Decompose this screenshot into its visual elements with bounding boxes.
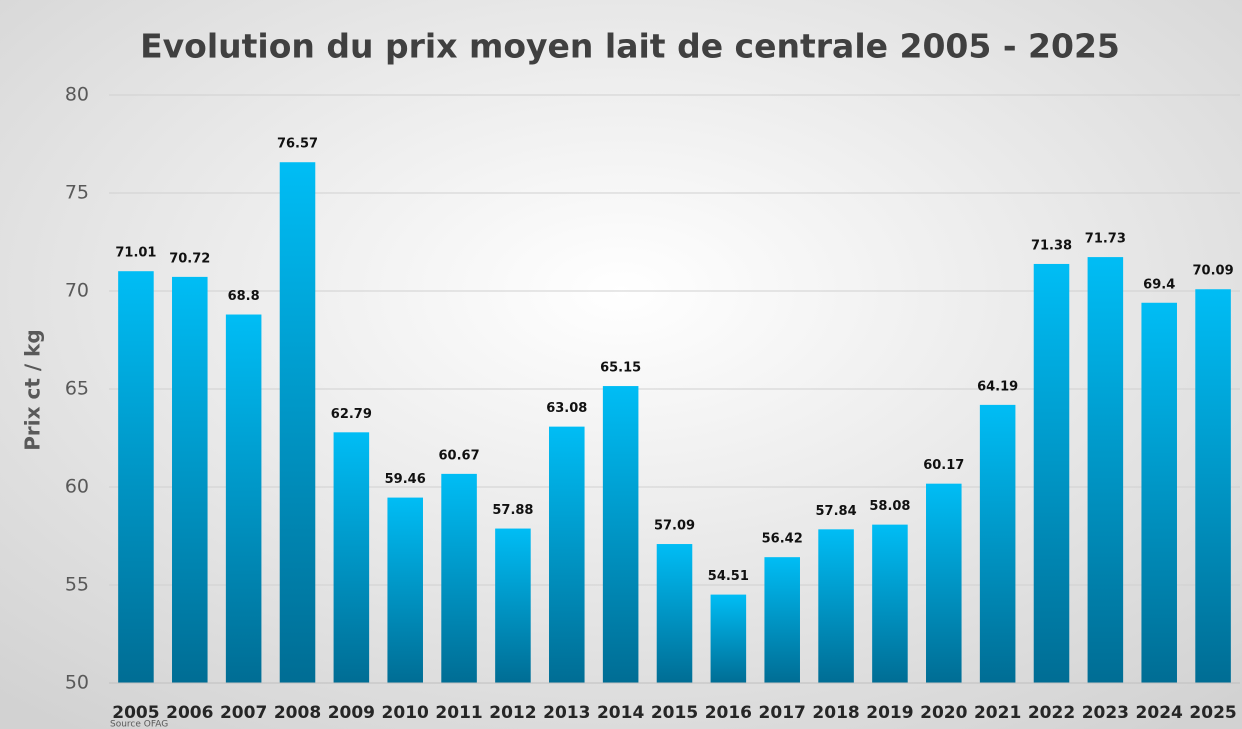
value-label: 65.15 xyxy=(600,361,641,376)
value-label: 57.84 xyxy=(816,504,857,519)
bar xyxy=(225,314,262,683)
bar xyxy=(979,404,1016,683)
value-label: 57.09 xyxy=(654,519,695,534)
value-label: 76.57 xyxy=(277,137,318,152)
value-label: 71.01 xyxy=(115,246,156,261)
x-tick-label: 2024 xyxy=(1136,703,1183,723)
bar xyxy=(1195,289,1231,683)
bar xyxy=(1087,257,1124,683)
value-label: 70.09 xyxy=(1193,264,1234,279)
bar xyxy=(872,524,908,683)
value-label: 59.46 xyxy=(385,472,426,487)
bar xyxy=(656,544,693,683)
x-tick-label: 2021 xyxy=(974,703,1021,723)
bar xyxy=(1033,263,1070,683)
bar xyxy=(279,162,316,683)
chart-title: Evolution du prix moyen lait de centrale… xyxy=(140,27,1120,66)
bar xyxy=(172,276,208,683)
x-tick-label: 2017 xyxy=(759,703,806,723)
bar xyxy=(1141,302,1177,683)
x-tick-label: 2010 xyxy=(382,703,429,723)
bar xyxy=(818,529,854,683)
bar xyxy=(549,426,585,683)
value-label: 71.73 xyxy=(1085,232,1126,247)
y-tick-label: 55 xyxy=(65,574,89,596)
bar xyxy=(118,271,154,683)
bar xyxy=(387,497,423,683)
x-tick-label: 2023 xyxy=(1082,703,1129,723)
value-label: 69.4 xyxy=(1143,277,1175,292)
bar xyxy=(710,594,747,683)
bar xyxy=(495,528,531,683)
bar xyxy=(926,483,962,683)
y-tick-label: 75 xyxy=(65,182,89,204)
value-label: 64.19 xyxy=(977,379,1018,394)
x-tick-label: 2012 xyxy=(489,703,536,723)
x-tick-label: 2016 xyxy=(705,703,752,723)
y-axis-label: Prix ct / kg xyxy=(21,329,45,451)
value-label: 70.72 xyxy=(169,251,210,266)
value-label: 54.51 xyxy=(708,569,749,584)
source-note: Source OFAG xyxy=(110,720,168,729)
x-tick-label: 2011 xyxy=(435,703,482,723)
x-tick-label: 2009 xyxy=(328,703,375,723)
value-label: 63.08 xyxy=(546,401,587,416)
x-tick-label: 2005 xyxy=(112,703,159,723)
y-tick-label: 80 xyxy=(65,84,89,106)
x-tick-label: 2018 xyxy=(812,703,859,723)
x-tick-label: 2015 xyxy=(651,703,698,723)
x-tick-label: 2013 xyxy=(543,703,590,723)
value-label: 57.88 xyxy=(492,503,533,518)
x-tick-label: 2019 xyxy=(866,703,913,723)
value-label: 60.67 xyxy=(439,448,480,463)
x-tick-label: 2022 xyxy=(1028,703,1075,723)
value-label: 62.79 xyxy=(331,407,372,422)
value-label: 68.8 xyxy=(228,289,260,304)
value-label: 71.38 xyxy=(1031,238,1072,253)
y-tick-label: 50 xyxy=(65,672,89,694)
bar xyxy=(333,432,370,683)
x-tick-label: 2007 xyxy=(220,703,267,723)
value-label: 56.42 xyxy=(762,532,803,547)
y-tick-label: 65 xyxy=(65,378,89,400)
y-tick-label: 60 xyxy=(65,476,89,498)
value-label: 58.08 xyxy=(869,499,910,514)
bar xyxy=(602,386,639,683)
x-tick-label: 2025 xyxy=(1189,703,1236,723)
value-label: 60.17 xyxy=(923,458,964,473)
x-tick-label: 2020 xyxy=(920,703,967,723)
bar xyxy=(441,473,477,683)
x-tick-label: 2014 xyxy=(597,703,644,723)
x-tick-label: 2008 xyxy=(274,703,321,723)
bar xyxy=(764,557,800,683)
y-tick-label: 70 xyxy=(65,280,89,302)
x-tick-label: 2006 xyxy=(166,703,213,723)
